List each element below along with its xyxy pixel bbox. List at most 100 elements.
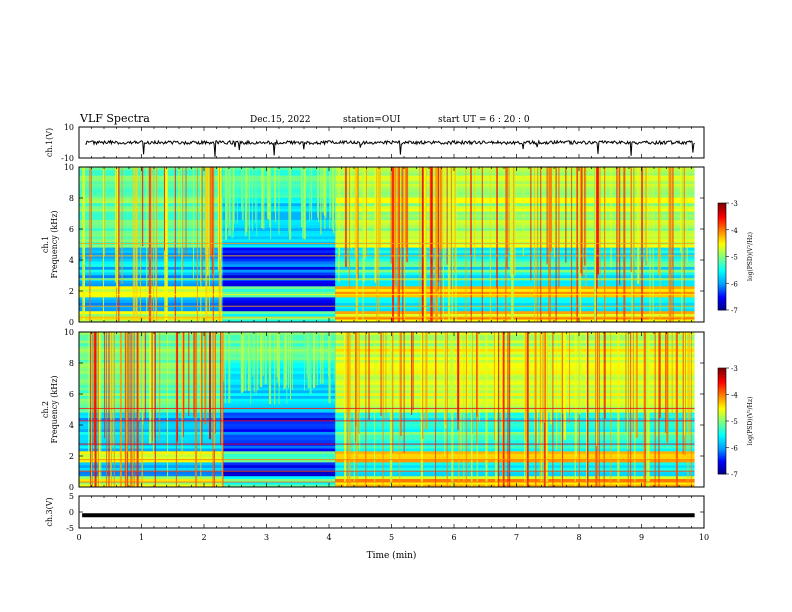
ch1-spectrogram-band: [335, 280, 695, 284]
ch2-spectrogram-streak: [105, 332, 107, 487]
ch1-spectrogram-streak: [430, 167, 433, 322]
colorbar-segment: [718, 428, 726, 431]
ch1-spectrogram-streak: [419, 167, 421, 322]
ch1-spectrogram-streak: [209, 167, 212, 254]
time-tick-label: 4: [326, 533, 331, 542]
ch2-spectrogram-band: [222, 478, 336, 482]
ch2-spectrogram-band: [335, 379, 695, 383]
ch2-spectrogram-band: [335, 456, 695, 460]
ch2-spectrogram-band: [335, 362, 695, 366]
ch2-spectrogram-axis-label: Frequency (kHz): [50, 375, 59, 443]
colorbar-segment: [718, 461, 726, 464]
ch2-spectrogram-streak: [276, 332, 278, 378]
ch2-spectrogram-streak: [224, 332, 226, 404]
ch2-spectrogram-band: [335, 337, 695, 341]
ch1-spectrogram-streak: [244, 167, 246, 237]
ch2-spectrogram-streak: [181, 332, 183, 455]
ch2-spectrogram-band: [335, 365, 695, 369]
colorbar-segment: [718, 203, 726, 206]
ch2-spectrogram-streak: [545, 332, 548, 487]
ch1-spectrogram-streak: [505, 167, 507, 322]
time-tick-label: 3: [264, 533, 269, 542]
ch1-spectrogram-streak: [441, 167, 444, 249]
ch2-spectrogram-streak: [463, 332, 465, 487]
ch2-spectrogram-streak: [268, 332, 271, 405]
ch1-spectrogram-streak: [435, 167, 438, 322]
colorbar-segment: [718, 265, 726, 268]
ch1-spectrogram-streak: [115, 167, 117, 283]
ch2-spectrogram-band: [79, 451, 223, 455]
ch2-spectrogram-band: [335, 459, 695, 463]
ch2-spectrogram-streak: [502, 332, 504, 487]
colorbar-segment: [718, 421, 726, 424]
colorbar-segment: [718, 279, 726, 282]
ch1-spectrogram-streak: [317, 167, 319, 223]
ch1-spectrogram-band: [335, 291, 695, 295]
ch1-spectrogram-streak: [363, 167, 365, 283]
ch2-spectrogram-band: [335, 387, 695, 391]
ch2-spectrogram-streak: [177, 332, 179, 442]
ch2-spectrogram-streak: [328, 332, 331, 404]
ch2-spectrogram-streak: [561, 332, 563, 487]
ch1-spectrogram-streak: [633, 167, 635, 322]
ch2-spectrogram-streak: [392, 332, 394, 454]
ch2-spectrogram-streak: [493, 332, 495, 440]
colorbar-segment: [718, 227, 726, 231]
ch1-spectrogram-streak: [134, 167, 136, 322]
ch2-spectrogram-streak: [457, 332, 460, 421]
ch3-axis-label: ch.3(V): [45, 497, 54, 526]
ch2-spectrogram-band: [335, 451, 695, 455]
ch2-spectrogram-streak: [595, 332, 597, 447]
colorbar-segment: [718, 410, 726, 413]
colorbar-segment: [718, 452, 726, 455]
ch2-spectrogram-streak: [348, 332, 350, 419]
ch2-spectrogram-band: [335, 431, 695, 435]
ch2-spectrogram-streak: [99, 332, 101, 487]
ch2-spectrogram-streak: [682, 332, 684, 455]
ch1-spectrogram-band: [335, 302, 695, 306]
start-time-label: start UT = 6 : 20 : 0: [438, 115, 530, 125]
ch2-spectrogram-streak: [399, 332, 401, 487]
ch1-spectrogram-streak: [196, 167, 198, 322]
ch1-spectrogram-streak: [599, 167, 601, 286]
ch2-spectrogram-streak: [307, 332, 310, 389]
ch1-spectrogram-band: [222, 316, 336, 320]
ch1-spectrogram-streak: [309, 167, 311, 222]
ch2-spectrogram-band: [335, 428, 695, 432]
ch1-spectrogram-ytick-label: 8: [69, 194, 74, 203]
ch2-spectrogram-tone: [79, 407, 695, 409]
ch2-spectrogram-streak: [643, 332, 645, 487]
ch1-spectrogram-streak: [508, 167, 510, 252]
ch2-spectrogram-streak: [444, 332, 446, 425]
ch2-spectrogram-streak: [110, 332, 112, 487]
ch2-spectrogram-streak: [292, 332, 294, 390]
ch2-spectrogram-streak: [435, 332, 437, 423]
ch1-spectrogram-streak: [89, 167, 91, 322]
ch1-spectrogram-streak: [300, 167, 303, 228]
colorbar-tick-label: -3: [731, 365, 738, 373]
ch2-spectrogram-ytick-label: 8: [69, 359, 74, 368]
ch2-spectrogram-streak: [460, 332, 462, 451]
ch1-spectrogram-streak: [630, 167, 632, 272]
ch2-spectrogram-streak: [104, 332, 106, 439]
ch2-spectrogram-streak: [228, 332, 231, 403]
ch1-spectrogram-streak: [118, 167, 120, 322]
colorbar-segment: [718, 465, 726, 468]
ch1-spectrogram-streak: [302, 167, 305, 239]
time-tick-label: 9: [639, 533, 644, 542]
ch2-spectrogram-streak: [549, 332, 552, 425]
ch2-spectrogram-band: [222, 437, 336, 441]
time-tick-label: 0: [76, 533, 81, 542]
ch2-spectrogram-streak: [286, 332, 288, 404]
ch2-spectrogram-streak: [348, 332, 351, 487]
ch2-spectrogram-streak: [212, 332, 214, 487]
ch2-spectrogram-band: [222, 415, 336, 419]
ch1-spectrogram-streak: [90, 167, 92, 262]
ch1-spectrogram-streak: [182, 167, 184, 271]
colorbar-segment: [718, 415, 726, 418]
ch2-spectrogram-band: [79, 448, 223, 452]
ch1-waveform-line: [85, 138, 695, 157]
ch2-spectrogram-streak: [285, 332, 287, 386]
ch1-spectrogram-streak: [637, 167, 640, 284]
ch1-spectrogram-streak: [510, 167, 512, 277]
